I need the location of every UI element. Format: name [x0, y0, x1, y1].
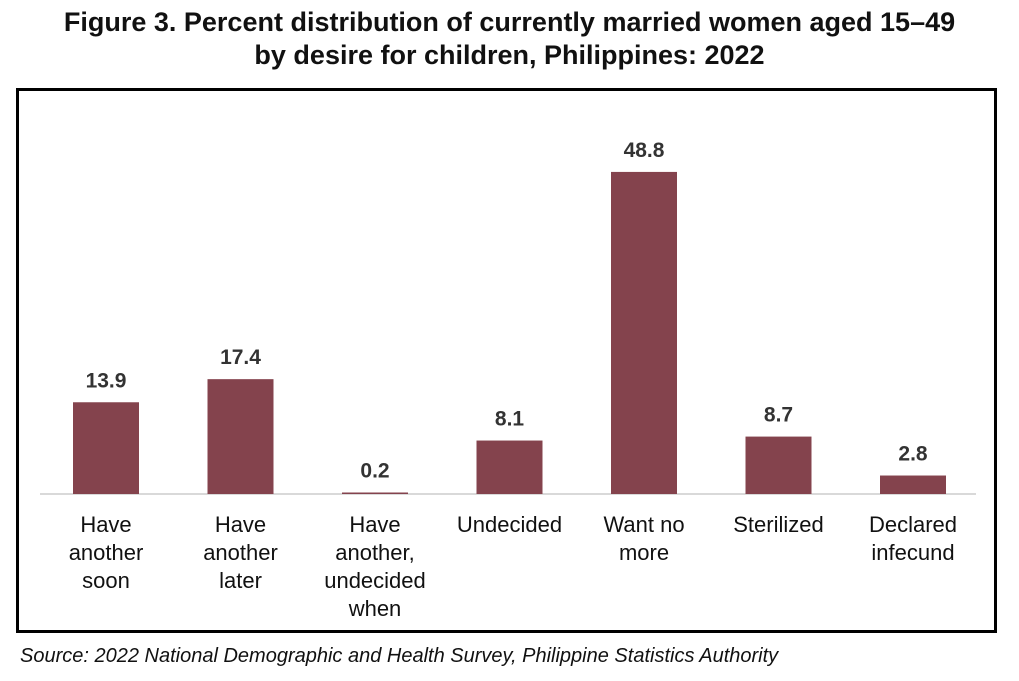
bar: [342, 492, 408, 494]
value-label: 13.9: [86, 369, 127, 392]
value-label: 2.8: [898, 443, 928, 466]
value-labels-group: 13.9 17.4 0.2 8.1 48.8 8.7 2.8: [86, 139, 928, 483]
category-label: another: [69, 540, 144, 565]
category-label: infecund: [871, 540, 954, 565]
bar: [880, 475, 946, 494]
bar: [476, 440, 543, 494]
category-label: when: [348, 596, 402, 621]
category-label: Have: [349, 512, 400, 537]
value-label: 17.4: [220, 346, 261, 369]
bar: [745, 436, 812, 494]
chart-title-line-1: Figure 3. Percent distribution of curren…: [63, 7, 956, 37]
category-label: another: [203, 540, 278, 565]
category-label: Declared: [869, 512, 957, 537]
source-note: Source: 2022 National Demographic and He…: [20, 645, 779, 667]
category-label: Want no: [603, 512, 684, 537]
chart-frame: [16, 88, 997, 633]
category-label: Undecided: [457, 512, 562, 537]
category-label: undecided: [324, 568, 426, 593]
bars-group: [73, 171, 946, 495]
value-label: 48.8: [624, 139, 665, 162]
category-label: later: [219, 568, 262, 593]
bar: [611, 171, 677, 495]
category-label: Have: [215, 512, 266, 537]
chart-title-line-2: by desire for children, Philippines: 202…: [254, 40, 765, 70]
bar: [73, 402, 139, 494]
value-label: 0.2: [360, 460, 389, 483]
bar: [207, 379, 274, 494]
category-label: Sterilized: [733, 512, 823, 537]
value-label: 8.1: [495, 408, 525, 431]
category-label: Have: [80, 512, 131, 537]
chart-title: Figure 3. Percent distribution of curren…: [0, 6, 1019, 72]
category-labels-group: Have another soon Have another later Have anoth…: [69, 512, 957, 621]
category-label: more: [619, 540, 669, 565]
category-label: another,: [335, 540, 415, 565]
category-label: soon: [82, 568, 130, 593]
value-label: 8.7: [764, 404, 793, 427]
